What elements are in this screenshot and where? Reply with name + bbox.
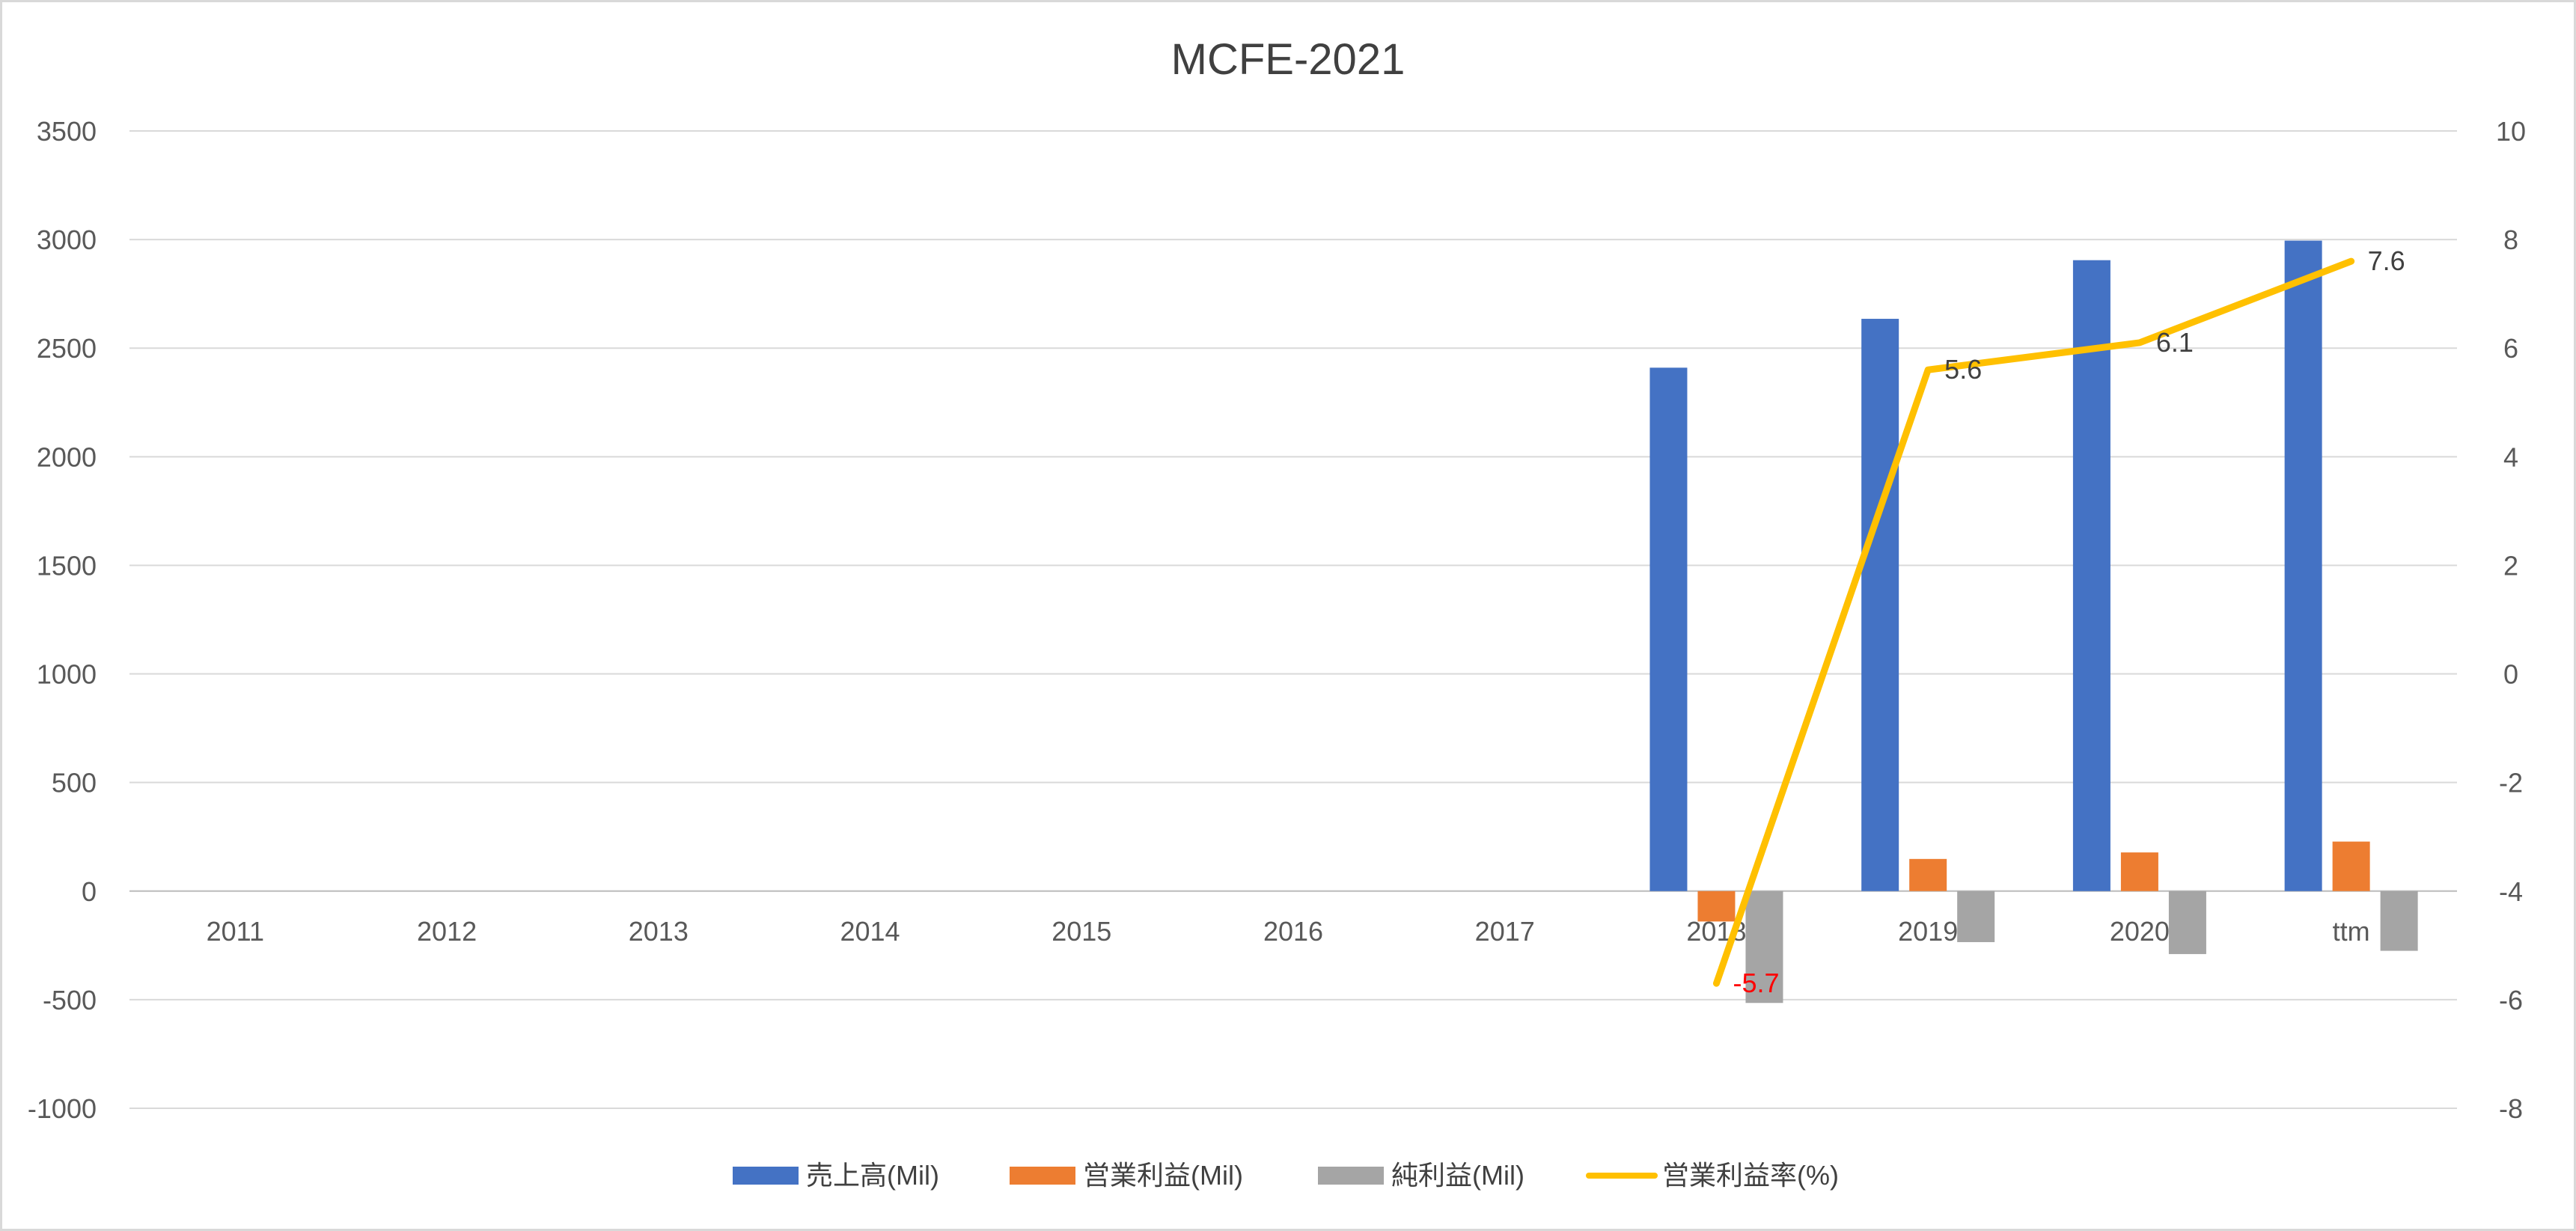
right-tick-label: 8 xyxy=(2503,224,2518,255)
bar xyxy=(2072,260,2110,891)
right-tick-label: 6 xyxy=(2503,333,2518,364)
category-label: 2012 xyxy=(417,916,477,947)
bars xyxy=(1649,240,2418,1004)
data-label: 5.6 xyxy=(1944,354,1982,385)
category-label: 2011 xyxy=(207,916,264,947)
legend-swatch xyxy=(1010,1167,1075,1185)
bar xyxy=(2168,891,2206,954)
right-tick-label: 2 xyxy=(2503,550,2518,581)
category-axis-labels: 2011 2012 2013 2014 2015 2016 2017 2018 2019 2020… xyxy=(207,916,2370,947)
data-label: 6.1 xyxy=(2156,327,2194,358)
data-labels: -5.7 5.6 6.1 7.6 xyxy=(1733,245,2405,998)
right-tick-label: 10 xyxy=(2496,116,2526,147)
category-label: 2015 xyxy=(1052,916,1111,947)
category-label: 2017 xyxy=(1475,916,1535,947)
legend-label: 純利益(Mil) xyxy=(1391,1160,1524,1191)
right-tick-label: -8 xyxy=(2499,1093,2523,1124)
gridlines xyxy=(129,130,2457,1109)
category-label: ttm xyxy=(2333,916,2370,947)
left-tick-label: -1000 xyxy=(28,1093,97,1124)
bar xyxy=(1745,891,1783,1004)
left-axis-ticks: -1000 -500 0 500 1000 1500 2000 2500 3000 3500 xyxy=(28,116,97,1124)
bar xyxy=(2332,841,2370,891)
bar xyxy=(2380,891,2418,951)
legend-label: 営業利益率(%) xyxy=(1662,1160,1839,1191)
bar xyxy=(2120,852,2158,891)
left-tick-label: 2000 xyxy=(37,442,97,472)
bar xyxy=(1957,891,1995,942)
category-label: 2014 xyxy=(840,916,900,947)
legend: 売上高(Mil) 営業利益(Mil) 純利益(Mil) 営業利益率(%) xyxy=(733,1160,1839,1191)
bar xyxy=(1649,367,1688,891)
bar xyxy=(2284,240,2322,891)
data-label: -5.7 xyxy=(1733,968,1779,998)
right-tick-label: -4 xyxy=(2499,876,2523,907)
left-tick-label: 0 xyxy=(82,876,97,907)
legend-swatch xyxy=(1318,1167,1384,1185)
left-tick-label: 1000 xyxy=(37,659,97,690)
right-axis-ticks: -8 -6 -4 -2 0 2 4 6 8 10 xyxy=(2496,116,2526,1124)
data-label: 7.6 xyxy=(2368,245,2405,276)
right-tick-label: -6 xyxy=(2499,985,2523,1015)
bar xyxy=(1861,319,1899,891)
line-series-path xyxy=(1712,257,2355,987)
legend-label: 営業利益(Mil) xyxy=(1083,1160,1243,1191)
left-tick-label: 2500 xyxy=(37,333,97,364)
right-tick-label: 0 xyxy=(2503,659,2518,690)
category-label: 2016 xyxy=(1263,916,1323,947)
category-label: 2020 xyxy=(2110,916,2170,947)
chart-title: MCFE-2021 xyxy=(1171,35,1405,84)
left-tick-label: 3000 xyxy=(37,224,97,255)
right-tick-label: 4 xyxy=(2503,442,2518,472)
left-tick-label: 500 xyxy=(52,768,97,798)
bar xyxy=(1697,891,1736,922)
legend-swatch xyxy=(733,1167,799,1185)
legend-label: 売上高(Mil) xyxy=(806,1160,939,1191)
category-label: 2013 xyxy=(629,916,689,947)
bar xyxy=(1909,858,1947,891)
left-tick-label: 3500 xyxy=(37,116,97,147)
line-series xyxy=(1712,257,2355,987)
right-tick-label: -2 xyxy=(2499,768,2523,798)
category-label: 2019 xyxy=(1898,916,1958,947)
left-tick-label: 1500 xyxy=(37,550,97,581)
left-tick-label: -500 xyxy=(43,985,97,1015)
